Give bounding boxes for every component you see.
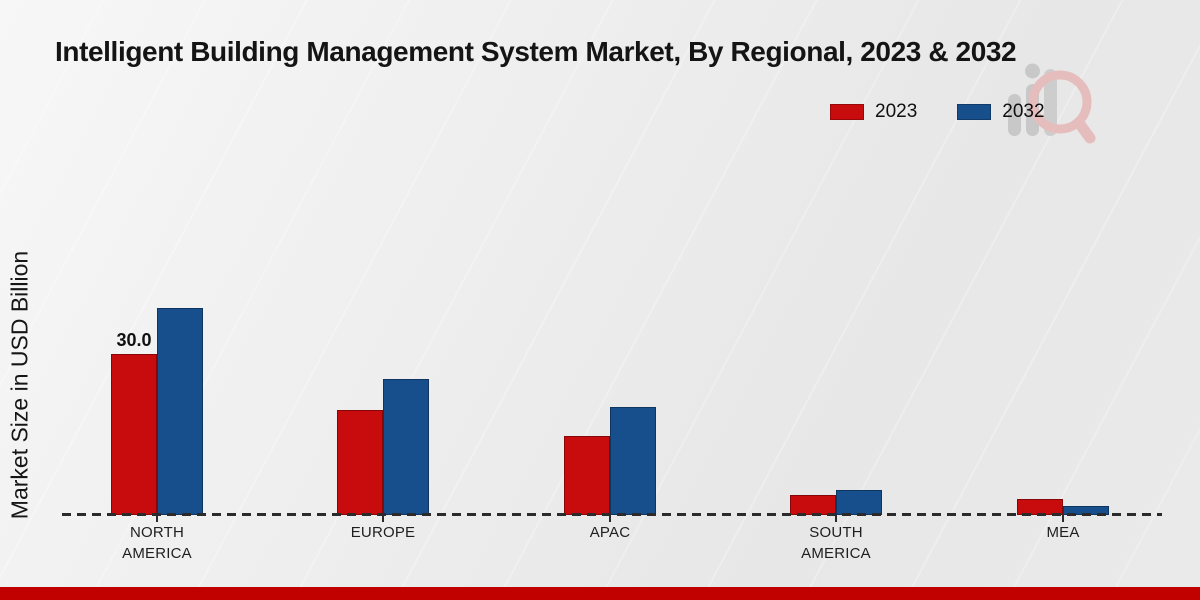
legend-swatch-2023 bbox=[830, 104, 864, 120]
legend-label-2032: 2032 bbox=[1002, 101, 1045, 122]
bar-2032-europe bbox=[383, 379, 429, 515]
x-axis-tick-europe bbox=[382, 515, 384, 522]
bar-value-label-2023-north-america: 30.0 bbox=[116, 330, 152, 350]
bar-2032-apac bbox=[610, 407, 656, 515]
footer-accent-bar bbox=[0, 587, 1200, 600]
bar-2023-south-america bbox=[790, 495, 836, 515]
x-axis-category-label-europe: EUROPE bbox=[350, 524, 416, 541]
x-axis-tick-mea bbox=[1062, 515, 1064, 522]
x-axis-tick-apac bbox=[609, 515, 611, 522]
bar-2032-south-america bbox=[836, 490, 882, 515]
x-axis-category-label-mea: MEA bbox=[1046, 524, 1080, 541]
y-axis-label: Market Size in USD Billion bbox=[6, 250, 33, 520]
x-axis-category-label-apac: APAC bbox=[589, 524, 631, 541]
legend-swatch-2032 bbox=[957, 104, 992, 120]
chart-title: Intelligent Building Management System M… bbox=[55, 36, 1017, 67]
bar-2023-europe bbox=[337, 410, 383, 515]
x-axis-tick-south-america bbox=[835, 515, 837, 522]
x-axis-category-label-north-america: NORTH AMERICA bbox=[122, 524, 192, 562]
x-axis-tick-north-america bbox=[156, 515, 158, 522]
legend-item-2023: 2023 bbox=[830, 101, 917, 123]
market-research-logo-watermark bbox=[1008, 63, 1096, 144]
x-axis-category-label-south-america: SOUTH AMERICA bbox=[801, 524, 871, 562]
bar-2023-apac bbox=[564, 436, 610, 515]
legend: 2023 2032 bbox=[830, 101, 1045, 123]
x-axis-dashed-baseline bbox=[62, 513, 1162, 516]
legend-item-2032: 2032 bbox=[957, 101, 1045, 123]
bar-2032-north-america bbox=[157, 308, 203, 515]
bar-2023-north-america bbox=[111, 354, 157, 515]
legend-label-2023: 2023 bbox=[875, 101, 918, 122]
